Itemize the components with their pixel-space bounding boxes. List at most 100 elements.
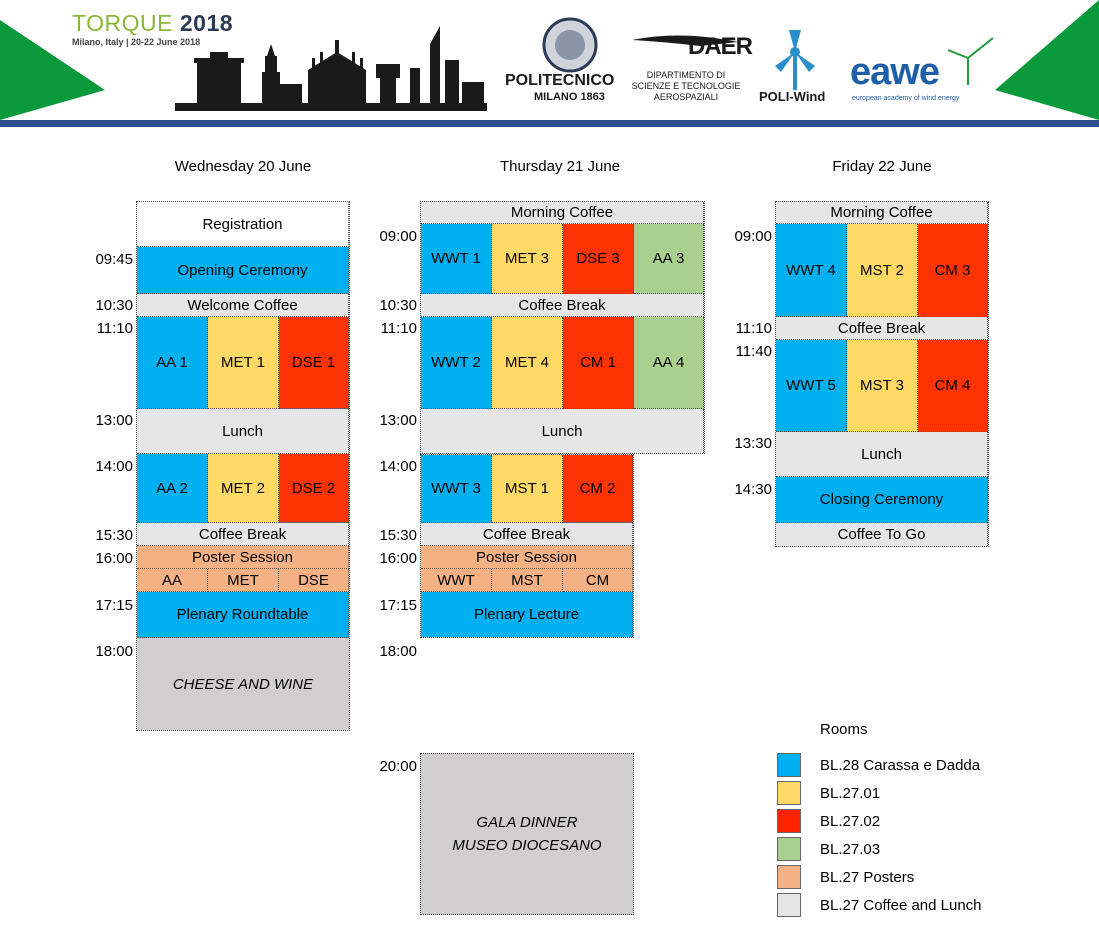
day-header-wednesday: Wednesday 20 June bbox=[174, 158, 312, 175]
header-blue-bar bbox=[0, 120, 1099, 127]
morning-coffee-slot: Morning Coffee bbox=[776, 202, 988, 224]
session-cell: CM 4 bbox=[918, 340, 988, 432]
session-cell: CM 1 bbox=[563, 317, 634, 409]
header-graphics bbox=[0, 0, 1099, 120]
session-cell: MST 2 bbox=[847, 224, 918, 317]
legend-label: BL.27.03 bbox=[820, 841, 881, 858]
lunch-slot: Lunch bbox=[421, 409, 704, 453]
session-cell: MET 1 bbox=[208, 317, 279, 409]
coffee-break-slot: Coffee Break bbox=[421, 294, 704, 317]
coffee-break-slot: Coffee Break bbox=[776, 317, 988, 340]
gala-dinner-line1: GALA DINNER bbox=[476, 814, 578, 831]
eawe-logo: eawe bbox=[850, 51, 940, 93]
plenary-roundtable-slot: Plenary Roundtable bbox=[137, 592, 349, 638]
session-cell: MST 1 bbox=[492, 455, 563, 523]
morning-coffee-slot: Morning Coffee bbox=[421, 202, 704, 224]
eawe-turbine-icon bbox=[947, 37, 994, 85]
coffee-break-slot: Coffee Break bbox=[137, 523, 349, 546]
time-label: 20:00 bbox=[379, 758, 417, 775]
poster-cell: MET bbox=[208, 569, 279, 592]
lunch-slot: Lunch bbox=[776, 432, 988, 477]
session-cell: AA 3 bbox=[634, 224, 704, 294]
session-cell: CM 3 bbox=[918, 224, 988, 317]
header-banner: TORQUE 2018 Milano, Italy | 20-22 June 2… bbox=[0, 0, 1099, 128]
left-green-triangle bbox=[0, 20, 105, 120]
time-label: 09:00 bbox=[734, 228, 772, 245]
time-label: 18:00 bbox=[95, 643, 133, 660]
coffee-break-slot: Coffee Break bbox=[421, 523, 633, 546]
legend-swatch bbox=[777, 753, 801, 777]
session-cell: WWT 2 bbox=[421, 317, 492, 409]
milan-skyline-icon bbox=[175, 26, 487, 111]
time-label: 15:30 bbox=[95, 527, 133, 544]
session-cell: WWT 1 bbox=[421, 224, 492, 294]
time-label: 10:30 bbox=[95, 297, 133, 314]
coffee-to-go-slot: Coffee To Go bbox=[776, 523, 988, 546]
gala-dinner-line2: MUSEO DIOCESANO bbox=[452, 837, 602, 854]
session-cell: MET 4 bbox=[492, 317, 563, 409]
time-label: 13:00 bbox=[379, 412, 417, 429]
poster-cell: DSE bbox=[279, 569, 349, 592]
legend-swatch bbox=[777, 809, 801, 833]
polimi-sub: MILANO 1863 bbox=[534, 91, 605, 103]
session-cell: AA 4 bbox=[634, 317, 704, 409]
gala-dinner-slot: GALA DINNER MUSEO DIOCESANO bbox=[420, 753, 634, 915]
time-label: 09:45 bbox=[95, 251, 133, 268]
poster-cell: AA bbox=[137, 569, 208, 592]
time-label: 09:00 bbox=[379, 228, 417, 245]
time-label: 17:15 bbox=[379, 597, 417, 614]
session-cell: AA 1 bbox=[137, 317, 208, 409]
legend-swatch bbox=[777, 837, 801, 861]
lunch-slot: Lunch bbox=[137, 409, 349, 454]
conference-title-b: 2018 bbox=[179, 10, 234, 36]
time-label: 18:00 bbox=[379, 643, 417, 660]
legend-swatch bbox=[777, 865, 801, 889]
time-label: 14:30 bbox=[734, 481, 772, 498]
eawe-subtitle: european academy of wind energy bbox=[852, 95, 960, 102]
time-label: 15:30 bbox=[379, 527, 417, 544]
daer-line3: AEROSPAZIALI bbox=[653, 92, 719, 102]
legend-title: Rooms bbox=[820, 721, 868, 738]
session-cell: AA 2 bbox=[137, 454, 208, 523]
poliwind-label: POLI-Wind bbox=[759, 89, 826, 104]
session-cell: DSE 3 bbox=[563, 224, 634, 294]
session-cell: WWT 4 bbox=[776, 224, 847, 317]
session-cell: DSE 1 bbox=[279, 317, 349, 409]
session-cell: CM 2 bbox=[563, 455, 633, 523]
time-label: 14:00 bbox=[379, 458, 417, 475]
poster-session-slot: Poster Session bbox=[137, 546, 349, 569]
poster-cell: WWT bbox=[421, 569, 492, 592]
legend-label: BL.27.02 bbox=[820, 813, 881, 830]
daer-swoosh-icon bbox=[632, 35, 738, 46]
cheese-and-wine-slot: CHEESE AND WINE bbox=[137, 638, 349, 730]
poster-session-slot: Poster Session bbox=[421, 546, 633, 569]
opening-ceremony-slot: Opening Ceremony bbox=[137, 247, 349, 294]
time-label: 16:00 bbox=[379, 550, 417, 567]
time-label: 14:00 bbox=[95, 458, 133, 475]
time-label: 11:10 bbox=[380, 320, 417, 337]
time-label: 11:10 bbox=[96, 320, 133, 337]
friday-schedule-frame bbox=[775, 201, 989, 547]
daer-line1: DIPARTIMENTO DI bbox=[646, 70, 726, 80]
conference-subtitle: Milano, Italy | 20-22 June 2018 bbox=[72, 37, 201, 47]
time-label: 17:15 bbox=[95, 597, 133, 614]
time-label: 16:00 bbox=[95, 550, 133, 567]
session-cell: MST 3 bbox=[847, 340, 918, 432]
poster-cell: MST bbox=[492, 569, 563, 592]
plenary-lecture-slot: Plenary Lecture bbox=[421, 592, 633, 637]
legend-swatch bbox=[777, 893, 801, 917]
daer-logo: DAER bbox=[688, 33, 753, 60]
registration-slot: Registration bbox=[137, 202, 349, 247]
time-label: 13:00 bbox=[95, 412, 133, 429]
poster-cell: CM bbox=[563, 569, 633, 592]
session-cell: DSE 2 bbox=[279, 454, 349, 523]
time-label: 10:30 bbox=[379, 297, 417, 314]
session-cell: MET 3 bbox=[492, 224, 563, 294]
thursday-morning-frame bbox=[420, 201, 705, 454]
thursday-afternoon-frame bbox=[420, 454, 634, 638]
daer-text: DIPARTIMENTO DI SCIENZE E TECNOLOGIE AER… bbox=[630, 70, 742, 103]
legend-swatch bbox=[777, 781, 801, 805]
conference-title-a: TORQUE bbox=[72, 10, 173, 36]
conference-title: TORQUE 2018 bbox=[72, 10, 233, 37]
day-header-thursday: Thursday 21 June bbox=[499, 158, 621, 175]
